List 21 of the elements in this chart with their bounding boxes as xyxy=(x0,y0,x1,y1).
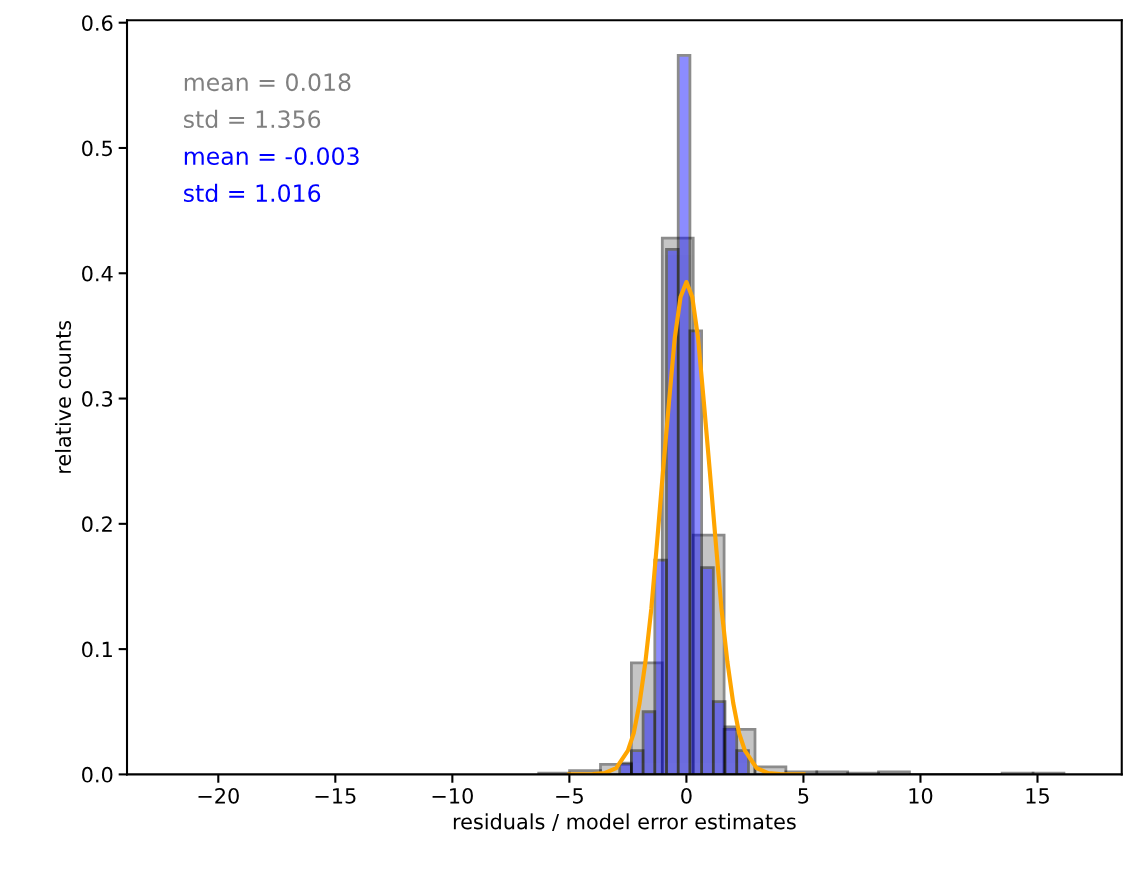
x-tick-label: 10 xyxy=(909,787,933,804)
annotation: mean = -0.003 xyxy=(184,147,359,166)
x-tick-label: 15 xyxy=(1026,788,1049,804)
y-tick-label: 0.1 xyxy=(82,641,112,658)
x-tick-label: −5 xyxy=(556,788,583,804)
y-axis-title: relative counts xyxy=(54,320,72,473)
y-tick-label: 0.2 xyxy=(82,516,112,533)
y-tick-label: 0.5 xyxy=(82,140,112,157)
x-tick-label: −20 xyxy=(198,787,239,804)
x-tick-label: 0 xyxy=(681,787,692,804)
y-tick-label: 0.6 xyxy=(82,15,113,31)
x-tick-label: −15 xyxy=(315,788,356,804)
annotation: std = 1.016 xyxy=(184,183,321,203)
annotation: mean = 0.018 xyxy=(184,73,351,92)
x-axis-title: residuals / model error estimates xyxy=(453,813,796,832)
y-tick-label: 0.4 xyxy=(82,265,113,282)
y-tick-label: 0.0 xyxy=(82,766,113,783)
y-tick-label: 0.3 xyxy=(82,391,113,407)
x-tick-label: 5 xyxy=(798,788,809,804)
x-tick-label: −10 xyxy=(432,787,473,804)
annotation: std = 1.356 xyxy=(184,109,321,129)
